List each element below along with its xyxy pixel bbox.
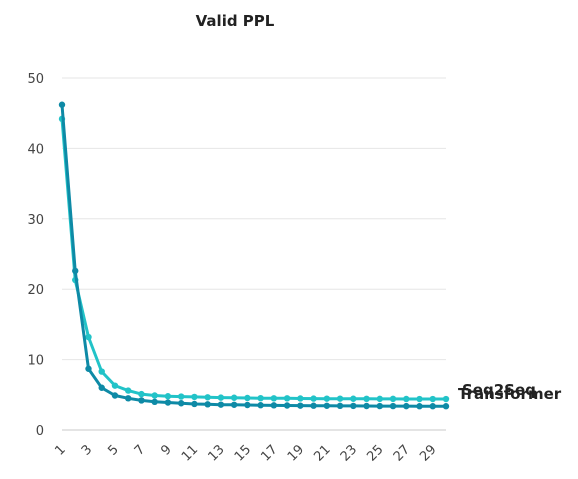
data-point xyxy=(164,399,172,406)
data-point xyxy=(204,394,211,401)
data-point xyxy=(125,395,132,402)
x-tick-label: 7 xyxy=(132,442,148,458)
data-point xyxy=(297,402,304,409)
x-tick-label: 29 xyxy=(417,442,439,464)
x-tick-label: 1 xyxy=(52,442,68,458)
data-point xyxy=(442,403,450,410)
data-point xyxy=(191,400,198,408)
data-point xyxy=(58,101,66,108)
x-tick-label: 3 xyxy=(79,442,95,458)
data-point xyxy=(85,365,92,372)
data-point xyxy=(442,395,450,403)
series-label: Seq2Seq xyxy=(462,381,536,399)
data-point xyxy=(376,402,383,410)
x-tick-label: 19 xyxy=(285,442,307,464)
data-point xyxy=(429,403,436,410)
y-tick-label: 40 xyxy=(27,142,44,157)
x-tick-label: 5 xyxy=(105,442,121,458)
data-point xyxy=(230,401,238,408)
y-tick-label: 50 xyxy=(27,72,44,87)
x-tick-label: 27 xyxy=(391,442,413,464)
x-tick-label: 21 xyxy=(311,442,333,464)
y-tick-label: 20 xyxy=(27,283,44,298)
data-point xyxy=(151,392,158,399)
x-tick-label: 23 xyxy=(338,442,360,464)
x-tick-label: 11 xyxy=(179,442,201,464)
data-point xyxy=(111,392,119,399)
x-tick-label: 9 xyxy=(158,442,174,458)
x-tick-label: 25 xyxy=(364,442,386,464)
series-line xyxy=(60,118,446,401)
data-point xyxy=(270,402,278,409)
data-point xyxy=(151,398,158,406)
data-point xyxy=(323,395,331,402)
data-point xyxy=(257,402,264,409)
data-point xyxy=(283,402,291,409)
data-point xyxy=(111,382,119,389)
data-point xyxy=(217,401,225,408)
x-tick-label: 13 xyxy=(205,442,227,464)
data-point xyxy=(363,402,370,410)
data-point xyxy=(403,395,410,403)
data-point xyxy=(72,267,79,275)
data-point xyxy=(376,395,383,403)
data-point xyxy=(310,402,317,409)
data-point xyxy=(138,397,145,404)
data-point xyxy=(403,402,410,410)
data-point xyxy=(310,395,317,402)
data-point xyxy=(336,402,344,410)
y-tick-label: 0 xyxy=(36,424,44,439)
data-point xyxy=(191,393,198,401)
data-point xyxy=(429,395,436,403)
data-point xyxy=(125,387,132,394)
data-point xyxy=(416,403,423,410)
data-point xyxy=(416,395,423,403)
y-tick-label: 30 xyxy=(27,213,44,228)
data-point xyxy=(164,393,172,400)
data-point xyxy=(230,394,238,401)
data-point xyxy=(297,395,304,402)
data-point xyxy=(257,394,264,402)
data-point xyxy=(389,395,397,403)
data-point xyxy=(98,368,105,375)
chart-title: Valid PPL xyxy=(195,12,275,30)
data-point xyxy=(350,395,357,402)
data-point xyxy=(177,400,185,407)
data-point xyxy=(283,395,291,402)
data-point xyxy=(336,395,344,402)
x-tick-label: 17 xyxy=(258,442,280,464)
y-tick-label: 10 xyxy=(27,354,44,369)
series-line xyxy=(60,104,446,408)
x-tick-label: 15 xyxy=(232,442,254,464)
data-point xyxy=(389,402,397,410)
data-point xyxy=(217,394,225,401)
data-point xyxy=(85,333,92,341)
data-point xyxy=(98,384,105,391)
data-point xyxy=(177,393,185,400)
data-point xyxy=(244,394,251,402)
data-point xyxy=(350,402,357,410)
series-label: Transformer xyxy=(458,385,562,403)
data-point xyxy=(270,395,278,402)
data-point xyxy=(204,401,211,408)
data-point xyxy=(138,390,145,398)
data-point xyxy=(323,402,331,409)
data-point xyxy=(244,401,251,409)
data-point xyxy=(363,395,370,403)
